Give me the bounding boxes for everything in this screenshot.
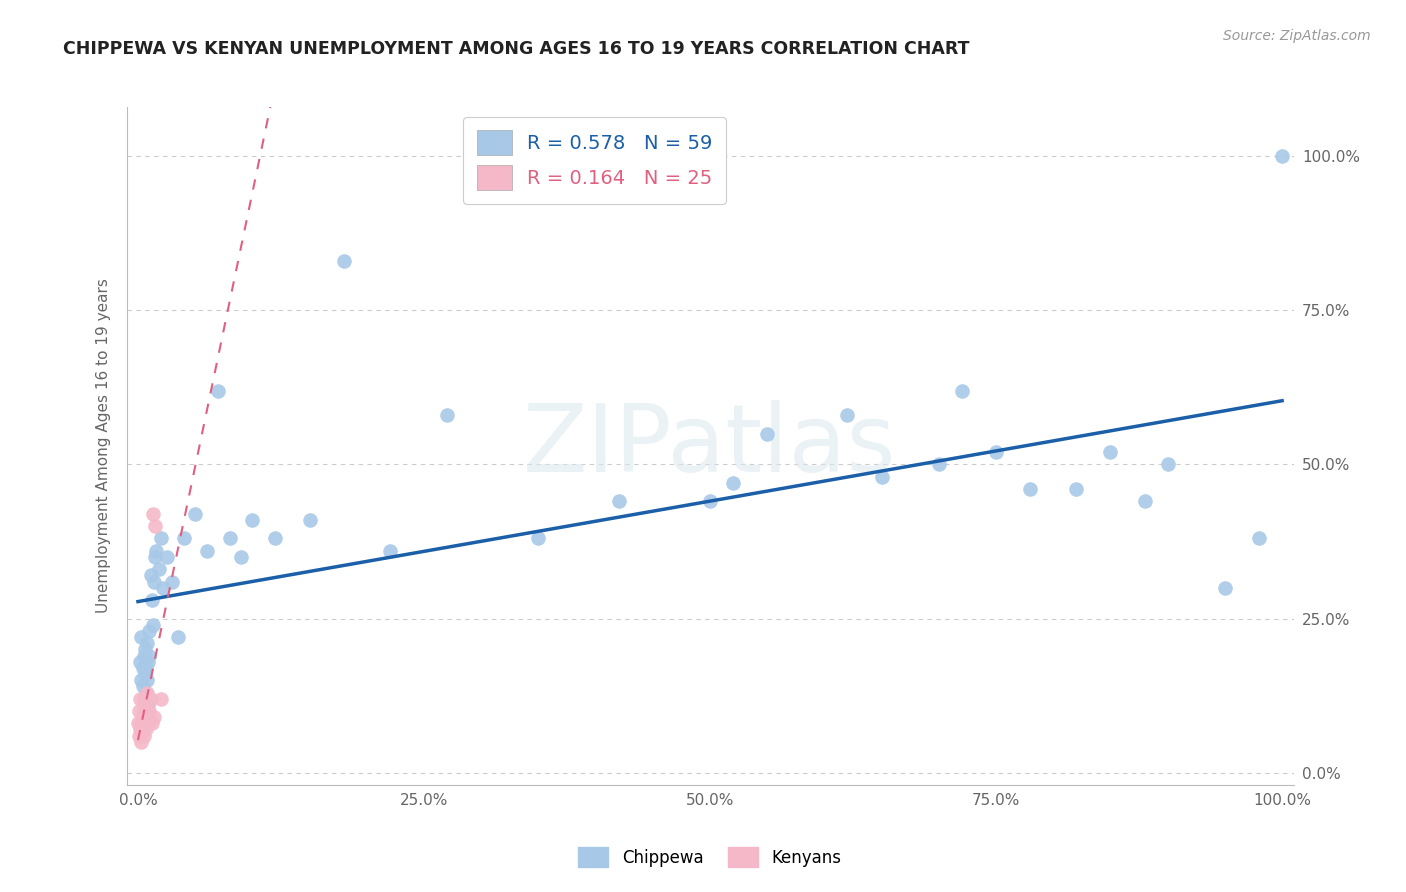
Point <box>136 636 159 650</box>
Point <box>1064 482 1087 496</box>
Point <box>264 532 287 546</box>
Point <box>139 568 162 582</box>
Point <box>131 679 153 693</box>
Point <box>141 593 163 607</box>
Point <box>984 445 1007 459</box>
Legend: Chippewa, Kenyans: Chippewa, Kenyans <box>572 841 848 873</box>
Point <box>135 723 157 737</box>
Point <box>132 691 155 706</box>
Point <box>136 698 159 712</box>
Point <box>145 543 167 558</box>
Point <box>1213 581 1236 595</box>
Point <box>141 716 163 731</box>
Point <box>127 716 149 731</box>
Point <box>132 704 155 718</box>
Point <box>1133 494 1156 508</box>
Point <box>139 691 162 706</box>
Point <box>131 723 153 737</box>
Point <box>136 685 159 699</box>
Text: CHIPPEWA VS KENYAN UNEMPLOYMENT AMONG AGES 16 TO 19 YEARS CORRELATION CHART: CHIPPEWA VS KENYAN UNEMPLOYMENT AMONG AG… <box>63 40 970 58</box>
Point <box>152 581 174 595</box>
Point <box>143 519 166 533</box>
Point <box>138 648 160 663</box>
Point <box>134 642 156 657</box>
Point <box>149 532 172 546</box>
Point <box>129 655 152 669</box>
Point <box>229 549 252 564</box>
Point <box>721 475 744 490</box>
Point <box>436 408 458 422</box>
Point <box>129 691 152 706</box>
Point <box>333 254 356 268</box>
Point <box>134 667 156 681</box>
Point <box>136 716 159 731</box>
Point <box>143 574 166 589</box>
Point <box>131 735 153 749</box>
Point <box>527 532 550 546</box>
Point <box>928 458 950 472</box>
Point <box>135 710 157 724</box>
Point <box>699 494 721 508</box>
Point <box>1249 532 1271 546</box>
Point <box>128 704 150 718</box>
Point <box>298 513 321 527</box>
Point <box>131 661 153 675</box>
Point <box>950 384 973 398</box>
Point <box>136 673 159 688</box>
Point <box>142 507 165 521</box>
Point <box>131 710 153 724</box>
Point <box>155 549 177 564</box>
Point <box>142 617 165 632</box>
Point <box>184 507 207 521</box>
Point <box>195 543 218 558</box>
Point <box>870 470 893 484</box>
Text: ZIPatlas: ZIPatlas <box>523 400 897 492</box>
Point <box>134 716 156 731</box>
Point <box>135 685 157 699</box>
Point <box>173 532 195 546</box>
Point <box>837 408 859 422</box>
Point <box>1099 445 1122 459</box>
Point <box>143 710 166 724</box>
Point <box>148 562 170 576</box>
Point <box>132 648 155 663</box>
Point <box>128 729 150 743</box>
Point <box>129 723 152 737</box>
Point <box>136 655 159 669</box>
Point <box>138 624 160 638</box>
Point <box>756 426 779 441</box>
Point <box>242 513 264 527</box>
Point <box>378 543 401 558</box>
Point <box>162 574 184 589</box>
Point <box>138 704 160 718</box>
Point <box>143 549 166 564</box>
Point <box>136 704 159 718</box>
Point <box>134 691 156 706</box>
Point <box>132 729 155 743</box>
Point <box>1019 482 1042 496</box>
Point <box>131 716 153 731</box>
Point <box>218 532 240 546</box>
Point <box>1271 149 1294 163</box>
Text: Source: ZipAtlas.com: Source: ZipAtlas.com <box>1223 29 1371 43</box>
Point <box>207 384 229 398</box>
Point <box>131 630 153 644</box>
Point <box>131 673 153 688</box>
Point <box>149 691 172 706</box>
Point <box>167 630 190 644</box>
Y-axis label: Unemployment Among Ages 16 to 19 years: Unemployment Among Ages 16 to 19 years <box>96 278 111 614</box>
Point <box>1156 458 1178 472</box>
Point <box>135 661 157 675</box>
Point <box>607 494 630 508</box>
